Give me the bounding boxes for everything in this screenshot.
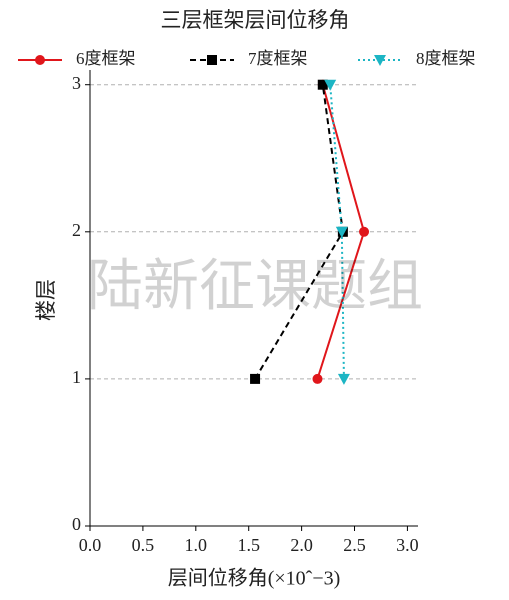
series-line <box>329 84 345 379</box>
x-tick-label: 0.0 <box>79 535 102 555</box>
x-tick-label: 2.0 <box>290 535 313 555</box>
x-tick-label: 2.5 <box>343 535 366 555</box>
data-point <box>317 79 328 90</box>
legend-marker <box>374 55 386 66</box>
data-point <box>337 373 350 385</box>
legend-label: 8度框架 <box>416 49 476 68</box>
data-point <box>250 373 261 384</box>
x-tick-label: 0.5 <box>132 535 155 555</box>
y-tick-label: 3 <box>72 73 81 93</box>
legend-marker <box>35 55 45 65</box>
chart-title: 三层框架层间位移角 <box>161 8 350 32</box>
x-axis-label: 层间位移角(×10ˆ−3) <box>168 567 341 590</box>
data-point <box>359 226 370 237</box>
legend-label: 7度框架 <box>248 49 308 68</box>
legend-label: 6度框架 <box>76 49 136 68</box>
legend-marker <box>207 55 217 65</box>
data-point <box>312 373 323 384</box>
y-axis-label: 楼层 <box>34 279 58 321</box>
x-tick-label: 3.0 <box>396 535 419 555</box>
x-tick-label: 1.5 <box>237 535 260 555</box>
data-point <box>335 226 348 238</box>
y-tick-label: 2 <box>72 220 81 240</box>
data-point <box>324 79 337 91</box>
watermark: 陆新征课题组 <box>87 256 423 318</box>
x-tick-label: 1.0 <box>185 535 208 555</box>
y-tick-label: 0 <box>72 514 81 534</box>
y-tick-label: 1 <box>72 367 81 387</box>
